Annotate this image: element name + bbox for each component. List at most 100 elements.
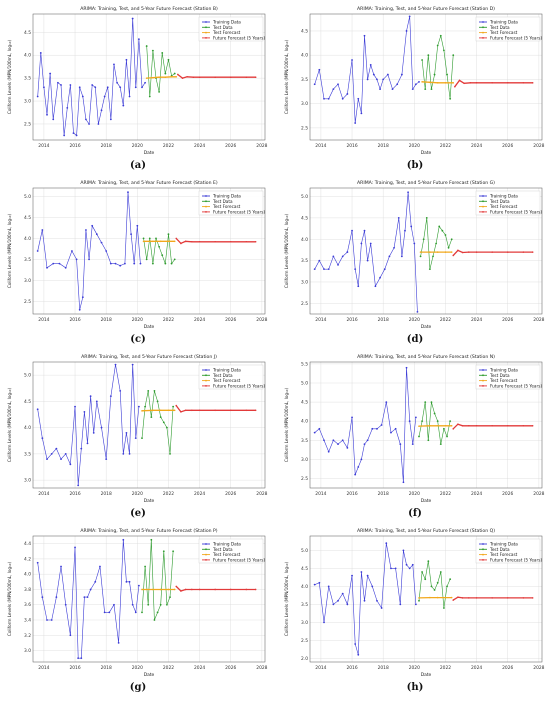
data-point	[436, 424, 439, 427]
data-point	[100, 426, 103, 429]
data-point	[396, 83, 399, 86]
data-point	[405, 563, 408, 566]
data-point	[245, 76, 248, 79]
data-point	[427, 439, 430, 442]
x-tick-label: 2022	[163, 143, 174, 149]
x-tick-label: 2024	[194, 317, 205, 323]
x-tick-label: 2020	[132, 665, 143, 671]
data-point	[430, 585, 433, 588]
data-point	[374, 285, 377, 288]
data-point	[159, 603, 162, 606]
y-tick-label: 3.0	[24, 648, 31, 654]
data-point	[446, 435, 448, 438]
legend-label: Future Forecast (5 Years)	[213, 557, 265, 562]
data-point	[346, 603, 349, 606]
y-tick-label: 5.0	[301, 548, 308, 554]
y-tick-label: 3.0	[301, 457, 308, 463]
series-line	[175, 237, 256, 245]
data-point	[122, 538, 125, 541]
data-point	[167, 58, 170, 61]
series-line	[37, 18, 146, 136]
data-point	[170, 262, 173, 265]
x-tick-label: 2020	[132, 143, 143, 149]
data-point	[332, 255, 335, 258]
data-point	[85, 229, 87, 231]
data-point	[128, 580, 131, 583]
y-tick-label: 3.0	[301, 101, 308, 107]
data-point	[131, 17, 134, 20]
data-point	[184, 409, 187, 412]
data-point	[158, 76, 160, 79]
data-point	[404, 229, 406, 232]
chart-svg: ARIMA: Training, Test, and 5-Year Future…	[284, 6, 545, 156]
x-tick-label: 2028	[256, 491, 267, 497]
data-point	[77, 657, 80, 660]
data-point	[383, 268, 386, 271]
data-point	[229, 409, 232, 412]
data-point	[357, 97, 360, 100]
data-point	[109, 118, 112, 121]
plot-frame	[32, 13, 266, 141]
y-tick-label: 4.0	[301, 53, 308, 59]
data-point	[438, 225, 441, 228]
data-point	[327, 450, 330, 453]
data-point	[134, 611, 137, 614]
data-point	[177, 73, 179, 76]
data-point	[411, 88, 414, 91]
data-point	[491, 251, 493, 253]
data-point	[159, 416, 162, 419]
y-axis-label: Coliform Levels (MPN/100mL, log₁₀)	[7, 562, 12, 637]
data-point	[318, 581, 321, 584]
plot-frame	[32, 535, 266, 663]
data-point	[443, 49, 445, 52]
data-point	[144, 565, 147, 568]
data-point	[491, 597, 493, 599]
data-point	[88, 123, 90, 125]
x-tick-label: 2028	[533, 491, 544, 497]
x-tick-label: 2014	[38, 491, 49, 497]
legend-label: Test Data	[212, 547, 233, 552]
data-point	[83, 410, 86, 413]
data-point	[74, 405, 76, 408]
chart-panel: ARIMA: Training, Test, and 5-Year Future…	[3, 2, 273, 172]
data-point	[69, 634, 72, 637]
data-point	[421, 81, 423, 83]
legend-marker	[482, 205, 484, 208]
data-point	[439, 571, 442, 573]
data-point	[137, 38, 140, 41]
data-point	[180, 242, 182, 245]
x-tick-label: 2020	[409, 317, 420, 323]
data-point	[444, 596, 447, 599]
data-point	[46, 266, 48, 269]
data-point	[452, 254, 455, 257]
legend-marker	[482, 37, 484, 39]
y-tick-label: 4.5	[24, 399, 31, 405]
data-point	[351, 229, 353, 232]
series-line	[452, 596, 533, 601]
data-point	[418, 80, 420, 83]
legend-marker	[205, 385, 207, 387]
data-point	[429, 251, 431, 253]
data-point	[436, 581, 439, 584]
legend-label: Training Data	[489, 20, 518, 25]
data-point	[106, 86, 109, 89]
data-point	[89, 588, 92, 591]
data-point	[444, 424, 447, 427]
data-point	[407, 191, 409, 194]
data-point	[430, 401, 433, 403]
legend-marker	[205, 31, 207, 34]
data-point	[469, 82, 472, 84]
x-tick-label: 2028	[256, 317, 267, 323]
x-tick-label: 2016	[69, 143, 80, 149]
y-tick-label: 3.5	[301, 258, 308, 264]
data-point	[413, 242, 416, 245]
data-point	[254, 76, 257, 79]
data-point	[411, 563, 414, 566]
data-point	[468, 251, 470, 253]
legend-label: Test Forecast	[212, 378, 241, 383]
data-point	[159, 240, 162, 243]
chart-svg: ARIMA: Training, Test, and 5-Year Future…	[284, 180, 545, 330]
chart-svg: ARIMA: Training, Test, and 5-Year Future…	[7, 528, 268, 678]
y-tick-label: 4.4	[24, 541, 31, 547]
data-point	[122, 104, 125, 107]
